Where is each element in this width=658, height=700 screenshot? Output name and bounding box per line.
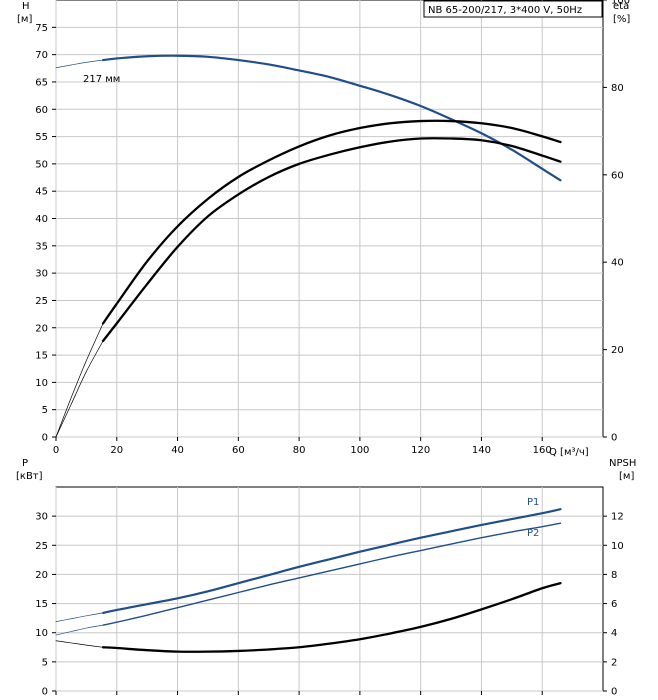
x-tick-label: 160 <box>533 445 552 456</box>
y-right-tick-label: 6 <box>611 599 617 610</box>
curve-label-p2: P2 <box>527 528 539 539</box>
y-left-tick-label: 10 <box>35 378 48 389</box>
head-efficiency-series <box>55 54 562 438</box>
power-npsh-series-2-extension <box>55 640 104 648</box>
y-left-tick-label: 5 <box>42 657 48 668</box>
head-efficiency-series-1-curve <box>101 119 562 325</box>
y-right-tick-label: 2 <box>611 657 617 668</box>
x-tick-label: 80 <box>293 445 306 456</box>
power-npsh-grid <box>55 487 603 692</box>
eta-axis-label: eta <box>613 1 629 12</box>
y-right-tick-label: 0 <box>611 687 617 698</box>
y-left-tick-label: 10 <box>35 628 48 639</box>
y-left-tick-label: 55 <box>35 132 48 143</box>
chart-title-box <box>423 0 603 18</box>
y-right-tick-label: 0 <box>611 433 617 444</box>
power-npsh-p2-extension <box>55 624 104 636</box>
head-efficiency-series-2-curve <box>101 137 562 343</box>
npsh-axis-unit: [м] <box>619 471 634 482</box>
x-tick-label: 0 <box>53 445 59 456</box>
eta-axis-unit: [%] <box>613 14 630 25</box>
y-left-tick-label: 35 <box>35 241 48 252</box>
curve-label-p1: P1 <box>527 497 539 508</box>
power-npsh-p2-curve <box>102 522 562 626</box>
y-left-tick-label: 20 <box>35 323 48 334</box>
x-tick-label: 100 <box>350 445 369 456</box>
y-right-tick-label: 60 <box>611 170 624 181</box>
y-left-tick-label: 30 <box>35 269 48 280</box>
x-tick-label: 140 <box>472 445 491 456</box>
power-npsh-p1-extension <box>55 612 104 622</box>
x-tick-label: 40 <box>171 445 184 456</box>
y-right-tick-label: 12 <box>611 512 624 523</box>
npsh-axis-label: NPSH <box>609 458 636 469</box>
chart-title: NB 65-200/217, 3*400 V, 50Hz <box>428 5 582 16</box>
head-efficiency-grid <box>55 0 603 438</box>
head-efficiency-series-2-extension <box>55 340 104 438</box>
y-left-tick-label: 60 <box>35 105 48 116</box>
y-left-tick-label: 20 <box>35 570 48 581</box>
y-left-tick-label: 15 <box>35 351 48 362</box>
power-npsh-series <box>55 508 562 653</box>
y-right-tick-label: 10 <box>611 541 624 552</box>
power-npsh-axes: 0 5 10 15 20 25 30 0 2 4 6 8 10 12 <box>35 512 623 698</box>
y-right-tick-label: 8 <box>611 570 617 581</box>
y-left-tick-label: 40 <box>35 214 48 225</box>
curve-label-217: 217 мм <box>83 74 120 85</box>
y-left-tick-label: 0 <box>42 687 48 698</box>
y-left-tick-label: 65 <box>35 77 48 88</box>
flow-axis-label: Q [м³/ч] <box>549 447 589 458</box>
y-right-tick-label: 4 <box>611 628 617 639</box>
power-axis-unit: [кВт] <box>16 471 43 482</box>
y-right-tick-label: 20 <box>611 345 624 356</box>
power-npsh-p1-curve <box>102 508 562 614</box>
y-left-tick-label: 5 <box>42 405 48 416</box>
y-right-tick-label: 80 <box>611 83 624 94</box>
head-efficiency-217-мм-extension <box>55 59 104 69</box>
y-left-tick-label: 25 <box>35 296 48 307</box>
x-tick-label: 20 <box>110 445 123 456</box>
head-efficiency-axes: 0 5 10 15 20 25 30 35 40 45 50 55 60 65 70 75 0 20 40 60 80 1… <box>35 0 630 456</box>
head-axis-unit: [м] <box>17 14 32 25</box>
head-efficiency-217-мм-curve <box>102 54 562 182</box>
y-left-tick-label: 75 <box>35 23 48 34</box>
y-left-tick-label: 15 <box>35 599 48 610</box>
y-right-tick-label: 100 <box>611 0 630 7</box>
power-npsh-series-2-curve <box>101 582 562 653</box>
x-tick-label: 60 <box>232 445 245 456</box>
head-efficiency-series-1-extension <box>55 323 104 438</box>
y-left-tick-label: 70 <box>35 50 48 61</box>
head-efficiency-panel: 0 5 10 15 20 25 30 35 40 45 50 55 60 65 70 75 0 20 40 60 80 1… <box>17 0 630 458</box>
y-left-tick-label: 45 <box>35 187 48 198</box>
y-left-tick-label: 30 <box>35 512 48 523</box>
y-left-tick-label: 0 <box>42 433 48 444</box>
y-right-tick-label: 40 <box>611 258 624 269</box>
x-tick-label: 120 <box>411 445 430 456</box>
head-axis-label: H <box>22 1 30 12</box>
power-axis-label: P <box>22 458 28 469</box>
power-npsh-panel: 0 5 10 15 20 25 30 0 2 4 6 8 10 12 P [кВт] NPSH [м] P… <box>16 458 636 698</box>
y-left-tick-label: 50 <box>35 159 48 170</box>
y-left-tick-label: 25 <box>35 541 48 552</box>
